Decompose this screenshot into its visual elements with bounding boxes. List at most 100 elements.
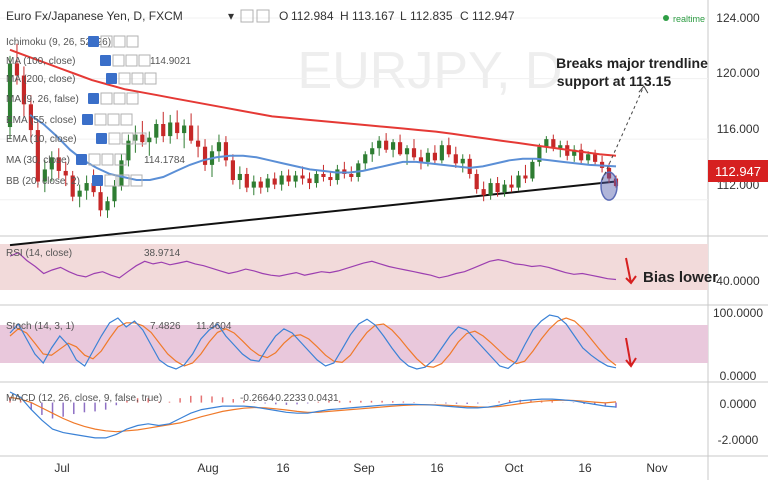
candle-body xyxy=(49,157,54,170)
candle-body xyxy=(7,63,13,128)
settings-icon xyxy=(100,92,113,105)
eye-icon xyxy=(96,133,107,144)
chevron-down-icon[interactable]: ▾ xyxy=(228,9,234,23)
eye-icon xyxy=(82,114,93,125)
candle-body xyxy=(363,154,368,164)
settings-icon xyxy=(100,35,113,48)
ma100-line xyxy=(9,48,617,157)
stoch-down-arrow-icon xyxy=(625,337,637,368)
indicator-ema55[interactable]: EMA (55, close) xyxy=(6,115,77,126)
candle-body xyxy=(530,161,535,179)
settings-icon xyxy=(121,132,134,145)
eye-icon xyxy=(106,73,117,84)
candle-body xyxy=(105,201,110,211)
candle-body xyxy=(335,169,340,181)
settings-icon[interactable] xyxy=(256,9,270,23)
indicator-ma100[interactable]: MA (100, close) xyxy=(6,56,75,67)
candle-body xyxy=(230,160,235,181)
candle-body xyxy=(140,134,145,143)
candle-body xyxy=(516,175,521,188)
macd-tick-0: 0.0000 xyxy=(720,397,757,411)
candle-body xyxy=(168,122,173,137)
ohlc-high-value: 113.167 xyxy=(352,9,395,23)
candle-body xyxy=(432,152,437,161)
candle-body xyxy=(293,175,298,182)
indicator-bb[interactable]: BB (20, close, 2) xyxy=(6,176,80,187)
candle-body xyxy=(314,173,319,184)
candle-body xyxy=(572,149,577,156)
candle-body xyxy=(56,157,61,171)
candle-body xyxy=(509,184,514,188)
x-tick-nov: Nov xyxy=(646,461,667,475)
candle-body xyxy=(202,146,208,165)
indicator-ichimoku[interactable]: Ichimoku (9, 26, 52, 26) xyxy=(6,37,111,48)
x-tick-sep: Sep xyxy=(353,461,375,475)
breakdown-highlight xyxy=(600,171,618,201)
current-price: 112.947 xyxy=(715,164,761,179)
candle-body xyxy=(182,125,187,134)
x-tick-aug-16: 16 xyxy=(276,461,290,475)
indicator-ma200[interactable]: MA (200, close) xyxy=(6,74,75,85)
symbol-watermark: EURJPY, D xyxy=(298,42,563,100)
current-price-badge xyxy=(708,160,768,182)
symbol-title: Euro Fx/Japanese Yen, D, FXCM xyxy=(6,9,183,23)
candle-body xyxy=(586,154,591,161)
candle-body xyxy=(279,175,284,185)
ohlc-open-value: 112.984 xyxy=(291,9,334,23)
close-icon xyxy=(138,54,151,67)
stoch-tick-100: 100.0000 xyxy=(713,306,763,320)
indicator-ma30[interactable]: MA (30, close) xyxy=(6,155,70,166)
breakdown-arrow-head xyxy=(638,85,649,94)
x-tick-jul: Jul xyxy=(54,461,69,475)
indicator-ma-9-26[interactable]: MA (9, 26, false) xyxy=(6,94,79,105)
settings-icon xyxy=(94,113,107,126)
ma30-line xyxy=(29,114,617,181)
macd-label[interactable]: MACD (12, 26, close, 9, false, true) xyxy=(6,393,162,404)
candle-body xyxy=(42,169,47,182)
candle-body xyxy=(349,173,354,177)
rsi-tick-40: 40.0000 xyxy=(716,274,760,288)
candle-body xyxy=(425,152,431,162)
settings-icon xyxy=(107,113,120,126)
settings-icon xyxy=(88,153,101,166)
settings-icon xyxy=(113,92,126,105)
ohlc-open-key: O xyxy=(279,9,288,23)
stoch-label[interactable]: Stoch (14, 3, 1) xyxy=(6,321,74,332)
price-tick-120: 120.000 xyxy=(716,66,760,80)
realtime-status: realtime xyxy=(673,14,705,24)
eye-icon xyxy=(88,36,99,47)
candle-body xyxy=(175,122,180,134)
candle-body xyxy=(258,181,263,188)
candle-body xyxy=(195,140,201,147)
settings-icon xyxy=(101,153,114,166)
ohlc-low-value: 112.835 xyxy=(410,9,453,23)
indicator-legend: Ichimoku (9, 26, 52, 26) MA (100, close)… xyxy=(6,37,191,187)
candle-body xyxy=(147,137,152,143)
close-icon xyxy=(130,174,143,187)
candle-body xyxy=(307,178,312,184)
macd-tick-minus2: -2.0000 xyxy=(718,433,759,447)
candle-body xyxy=(377,140,382,149)
candle-body xyxy=(446,145,451,155)
candle-body xyxy=(321,173,326,177)
candle-body xyxy=(488,183,493,196)
candle-body xyxy=(14,63,20,76)
ohlc-low-key: L xyxy=(400,9,407,23)
indicator-ema10[interactable]: EMA (10, close) xyxy=(6,134,77,145)
hide-icon[interactable] xyxy=(240,9,254,23)
rsi-label[interactable]: RSI (14, close) xyxy=(6,248,72,259)
eye-icon xyxy=(100,55,111,66)
close-icon xyxy=(120,113,133,126)
candle-body xyxy=(606,167,612,179)
candle-body xyxy=(154,124,159,138)
candles xyxy=(7,43,619,218)
stoch-d-value: 11.4604 xyxy=(196,321,232,332)
moving-averages xyxy=(9,48,617,181)
breakdown-dashed-arrow xyxy=(601,85,645,181)
rsi-value: 38.9714 xyxy=(144,248,181,259)
annotation-bias: Bias lower xyxy=(643,269,718,286)
candle-body xyxy=(467,158,472,174)
candle-body xyxy=(544,139,549,147)
